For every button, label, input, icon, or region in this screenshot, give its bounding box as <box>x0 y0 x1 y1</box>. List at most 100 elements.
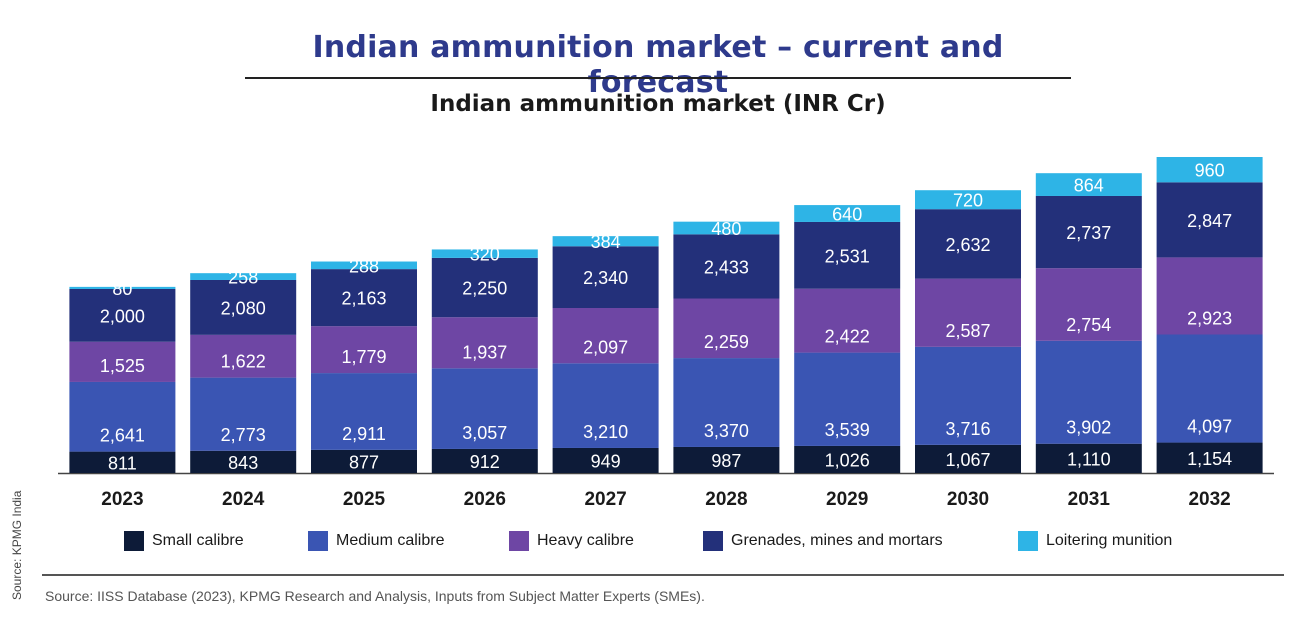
data-label-4-2025: 288 <box>349 256 379 276</box>
bar-segment-2-2027 <box>552 307 659 364</box>
data-label-4-2027: 384 <box>591 232 621 252</box>
bar-segment-0-2026 <box>431 448 538 473</box>
data-label-3-2032: 2,847 <box>1187 211 1232 231</box>
data-label-1-2032: 4,097 <box>1187 417 1232 437</box>
x-tick-label-2027: 2027 <box>584 489 626 510</box>
bar-segment-1-2026 <box>431 368 538 449</box>
bar-segment-1-2032 <box>1156 334 1263 443</box>
bar-segment-4-2028 <box>673 221 780 235</box>
bar-segment-2-2029 <box>794 288 901 353</box>
x-tick-label-2023: 2023 <box>101 489 143 510</box>
bar-segment-3-2023 <box>69 288 176 342</box>
data-label-4-2024: 258 <box>228 268 258 288</box>
data-label-1-2026: 3,057 <box>462 423 507 443</box>
bar-segment-2-2028 <box>673 298 780 359</box>
data-label-0-2031: 1,110 <box>1067 449 1111 469</box>
data-label-1-2029: 3,539 <box>825 420 870 440</box>
data-label-0-2029: 1,026 <box>825 450 870 470</box>
data-label-0-2028: 987 <box>711 451 741 471</box>
data-label-0-2027: 949 <box>591 451 621 471</box>
data-label-3-2024: 2,080 <box>221 298 266 318</box>
bar-segment-0-2024 <box>190 450 297 473</box>
bar-segment-2-2032 <box>1156 257 1263 335</box>
legend-swatch-heavy-calibre <box>509 531 529 551</box>
bar-segment-3-2028 <box>673 234 780 299</box>
bar-segment-4-2025 <box>311 261 417 270</box>
data-label-0-2026: 912 <box>470 452 500 472</box>
data-label-4-2030: 720 <box>953 191 983 211</box>
bar-segment-3-2032 <box>1156 182 1263 258</box>
data-label-4-2023: 80 <box>112 279 132 299</box>
source-note: Source: IISS Database (2023), KPMG Resea… <box>45 588 705 604</box>
legend-item-loitering-munition: Loitering munition <box>1018 530 1172 552</box>
data-label-3-2023: 2,000 <box>100 306 145 326</box>
bar-segment-2-2025 <box>311 326 417 374</box>
x-tick-label-2025: 2025 <box>343 489 386 510</box>
footer-divider <box>42 574 1284 576</box>
bar-segment-1-2029 <box>794 352 901 446</box>
data-label-2-2030: 2,587 <box>945 321 990 341</box>
legend-label-small-calibre: Small calibre <box>152 532 244 549</box>
bar-segment-2-2031 <box>1035 268 1142 341</box>
legend-item-small-calibre: Small calibre <box>124 530 244 552</box>
chart-subtitle: Indian ammunition market (INR Cr) <box>430 91 886 117</box>
legend-swatch-medium-calibre <box>308 531 328 551</box>
bar-segment-3-2030 <box>915 209 1021 279</box>
bar-segment-1-2027 <box>552 363 659 448</box>
data-label-2-2026: 1,937 <box>462 342 507 362</box>
legend-item-grenades: Grenades, mines and mortars <box>703 530 943 552</box>
legend-swatch-loitering-munition <box>1018 531 1038 551</box>
bar-segment-0-2028 <box>673 446 780 473</box>
bar-segment-4-2026 <box>431 249 538 258</box>
bar-segment-0-2029 <box>794 445 901 473</box>
legend-swatch-small-calibre <box>124 531 144 551</box>
data-label-3-2025: 2,163 <box>341 289 386 309</box>
title-divider <box>245 77 1071 79</box>
bar-segment-4-2032 <box>1156 157 1263 183</box>
bar-segment-3-2024 <box>190 279 297 335</box>
data-label-1-2030: 3,716 <box>945 419 990 439</box>
bar-segment-2-2030 <box>915 278 1021 347</box>
bar-segment-3-2027 <box>552 246 659 308</box>
data-label-4-2029: 640 <box>832 205 862 225</box>
data-label-4-2028: 480 <box>711 219 741 239</box>
data-label-2-2027: 2,097 <box>583 337 628 357</box>
data-label-0-2023: 811 <box>108 453 137 473</box>
data-label-2-2032: 2,923 <box>1187 309 1232 329</box>
data-label-0-2030: 1,067 <box>945 450 990 470</box>
bar-segment-3-2025 <box>311 269 417 327</box>
bar-segment-1-2023 <box>69 381 176 452</box>
bar-segment-1-2024 <box>190 377 297 451</box>
x-tick-label-2029: 2029 <box>826 489 868 510</box>
legend-item-medium-calibre: Medium calibre <box>308 530 444 552</box>
legend-label-loitering-munition: Loitering munition <box>1046 532 1173 549</box>
bar-segment-0-2031 <box>1035 443 1142 473</box>
data-label-4-2032: 960 <box>1195 161 1225 181</box>
bar-segment-2-2026 <box>431 317 538 369</box>
data-label-2-2029: 2,422 <box>825 327 870 347</box>
bar-segment-4-2030 <box>915 190 1021 210</box>
bar-segment-3-2029 <box>794 221 901 289</box>
bar-segment-0-2025 <box>311 449 417 473</box>
data-label-3-2030: 2,632 <box>945 235 990 255</box>
x-tick-label-2030: 2030 <box>947 489 989 510</box>
bar-segment-3-2026 <box>431 257 538 318</box>
bar-segment-4-2027 <box>552 236 659 247</box>
bar-segment-0-2027 <box>552 447 659 473</box>
bar-segment-4-2024 <box>190 273 297 280</box>
x-tick-label-2024: 2024 <box>222 489 265 510</box>
x-tick-label-2026: 2026 <box>464 489 506 510</box>
legend-label-grenades: Grenades, mines and mortars <box>731 532 943 549</box>
data-label-2-2025: 1,779 <box>341 347 386 367</box>
bar-segment-1-2030 <box>915 346 1021 445</box>
bar-segment-0-2030 <box>915 444 1021 473</box>
data-label-0-2024: 843 <box>228 453 258 473</box>
bar-segment-1-2025 <box>311 373 417 450</box>
x-tick-label-2032: 2032 <box>1188 489 1230 510</box>
data-label-3-2029: 2,531 <box>825 246 870 266</box>
bar-segment-4-2023 <box>69 286 176 289</box>
bar-segment-1-2028 <box>673 358 780 447</box>
bar-segment-1-2031 <box>1035 340 1142 444</box>
legend-label-medium-calibre: Medium calibre <box>336 532 445 549</box>
chart-main-title: Indian ammunition market – current and f… <box>312 30 1004 100</box>
